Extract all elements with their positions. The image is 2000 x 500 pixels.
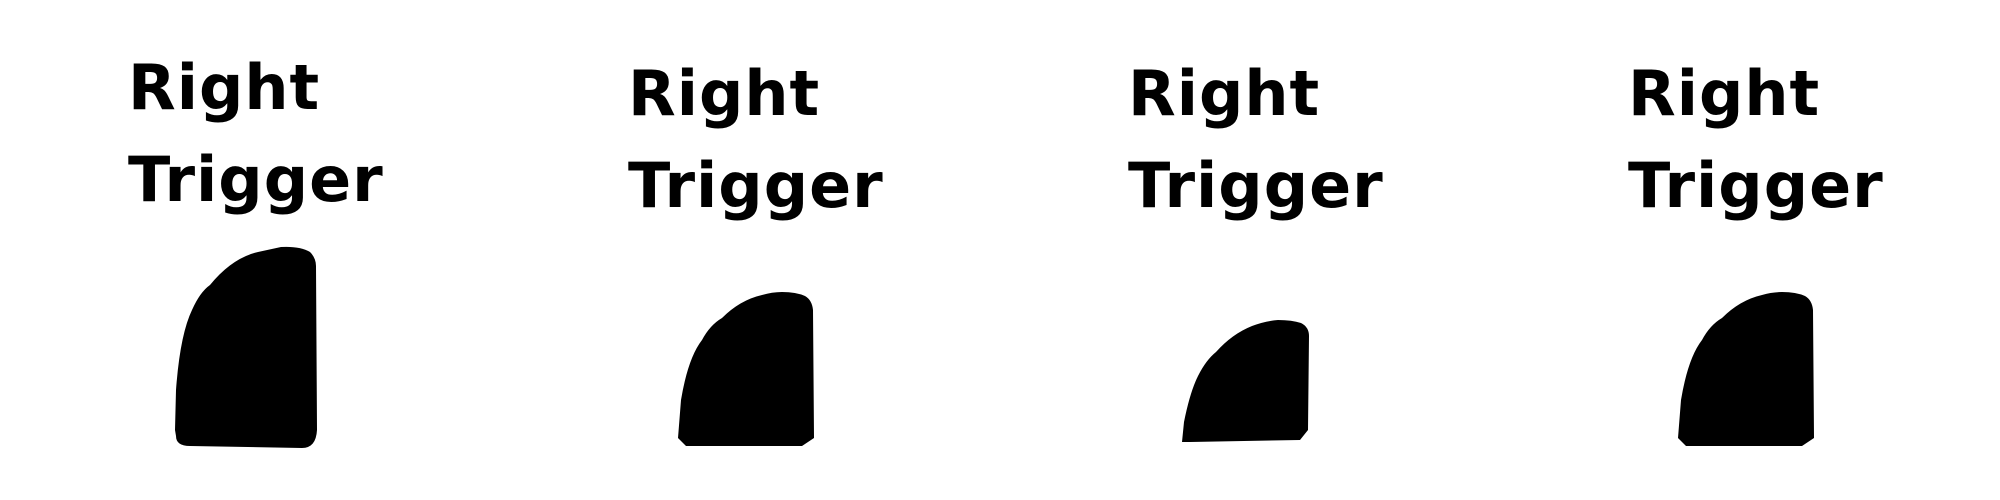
trigger-label: Right Trigger	[1628, 48, 1884, 232]
trigger-label: Right Trigger	[1128, 48, 1384, 232]
trigger-label-line-2: Trigger	[628, 149, 884, 222]
trigger-frame-3: Right Trigger	[1000, 0, 1500, 500]
trigger-label: Right Trigger	[128, 42, 384, 226]
right-trigger-graphic	[1678, 292, 1814, 446]
trigger-label-line-2: Trigger	[1128, 149, 1384, 222]
right-trigger-graphic	[678, 292, 814, 446]
right-trigger-icon[interactable]	[1182, 320, 1309, 442]
trigger-frame-4: Right Trigger	[1500, 0, 2000, 500]
trigger-frame-1: Right Trigger	[0, 0, 500, 500]
trigger-label-line-2: Trigger	[128, 143, 384, 216]
right-trigger-icon[interactable]	[175, 246, 317, 448]
trigger-label-line-2: Trigger	[1628, 149, 1884, 222]
right-trigger-graphic	[1182, 320, 1309, 442]
right-trigger-graphic	[175, 246, 317, 448]
trigger-label-line-1: Right	[1628, 57, 1821, 130]
trigger-label-line-1: Right	[1128, 57, 1321, 130]
trigger-label-line-1: Right	[128, 51, 321, 124]
trigger-label-line-1: Right	[628, 57, 821, 130]
right-trigger-icon[interactable]	[678, 292, 814, 446]
trigger-frame-2: Right Trigger	[500, 0, 1000, 500]
trigger-label: Right Trigger	[628, 48, 884, 232]
right-trigger-icon[interactable]	[1678, 292, 1814, 446]
